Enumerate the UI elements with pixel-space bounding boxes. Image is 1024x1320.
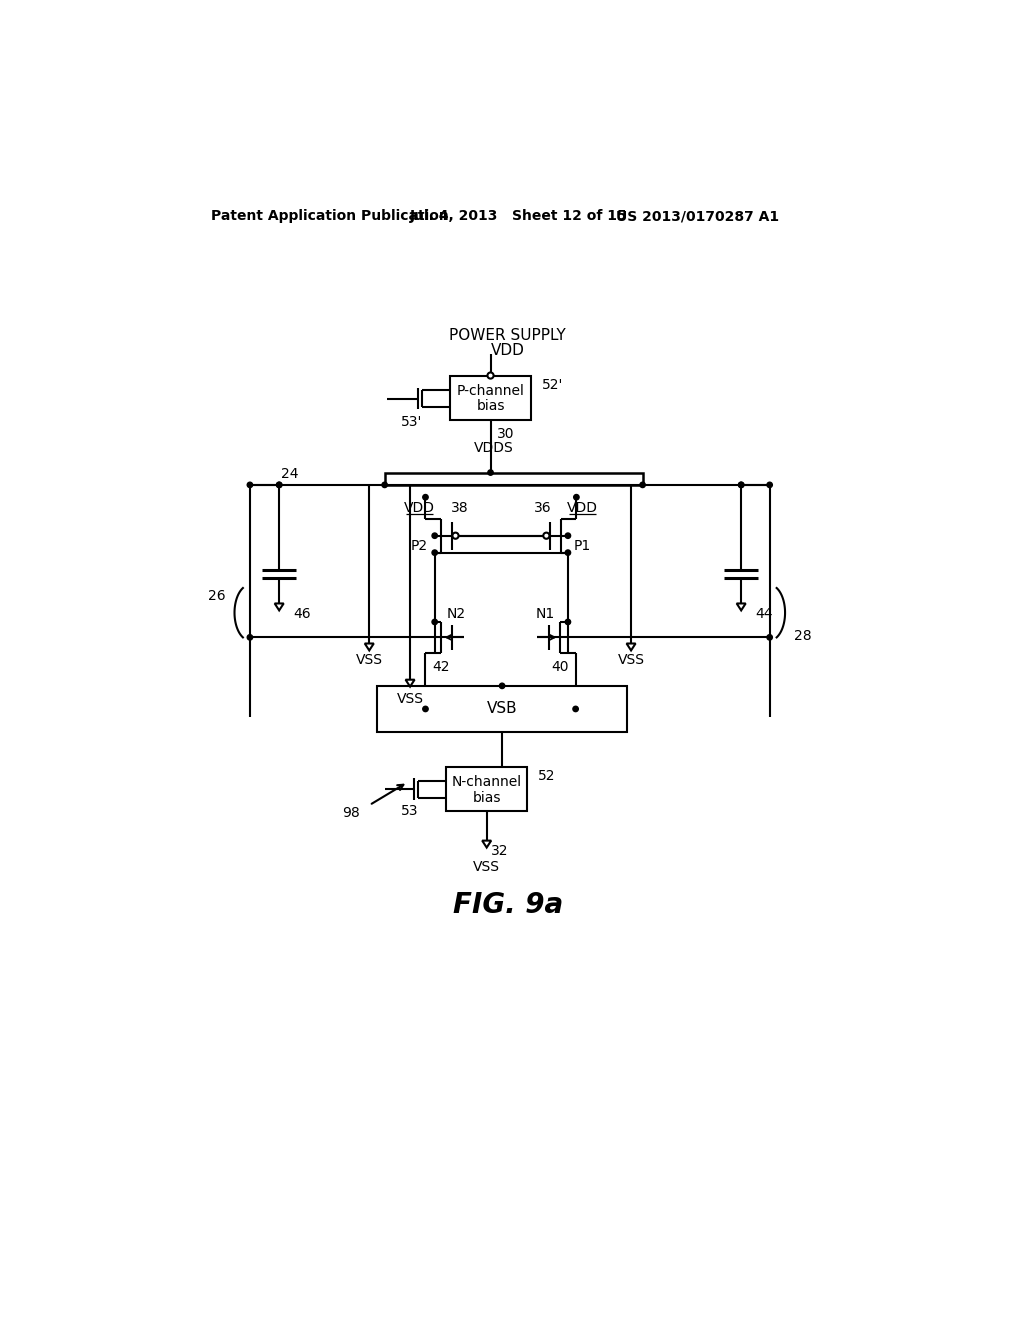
Text: VSB: VSB (486, 701, 517, 717)
Text: 53: 53 (400, 804, 418, 817)
Text: 24: 24 (281, 467, 298, 480)
Text: 53': 53' (401, 414, 422, 429)
Circle shape (487, 470, 494, 475)
Polygon shape (736, 603, 745, 610)
Text: 98: 98 (342, 807, 360, 820)
Text: bias: bias (476, 400, 505, 413)
Circle shape (573, 495, 580, 500)
Text: Patent Application Publication: Patent Application Publication (211, 209, 450, 223)
Text: VSS: VSS (473, 859, 500, 874)
Circle shape (423, 495, 428, 500)
Text: VDDS: VDDS (473, 441, 513, 455)
Text: 52': 52' (542, 378, 563, 392)
Polygon shape (365, 644, 374, 651)
Text: Jul. 4, 2013   Sheet 12 of 15: Jul. 4, 2013 Sheet 12 of 15 (410, 209, 628, 223)
Text: 40: 40 (552, 660, 569, 673)
Circle shape (565, 550, 570, 556)
Text: US 2013/0170287 A1: US 2013/0170287 A1 (615, 209, 779, 223)
Text: VDD: VDD (403, 502, 435, 515)
Circle shape (432, 550, 437, 556)
Text: VSS: VSS (355, 653, 383, 668)
Circle shape (382, 482, 387, 487)
Circle shape (544, 532, 550, 539)
Circle shape (640, 482, 645, 487)
Circle shape (487, 372, 494, 379)
Polygon shape (274, 603, 284, 610)
Circle shape (565, 619, 570, 624)
Circle shape (565, 533, 570, 539)
Text: FIG. 9a: FIG. 9a (453, 891, 563, 919)
Circle shape (453, 532, 459, 539)
Text: P1: P1 (573, 540, 591, 553)
Text: 26: 26 (208, 589, 225, 603)
Text: VDD: VDD (490, 343, 524, 359)
Text: N1: N1 (536, 607, 554, 622)
Text: P2: P2 (411, 540, 428, 553)
Circle shape (432, 619, 437, 624)
Circle shape (738, 482, 743, 487)
Text: P-channel: P-channel (457, 384, 524, 397)
Text: 28: 28 (795, 628, 812, 643)
Text: VDD: VDD (567, 502, 598, 515)
Circle shape (432, 533, 437, 539)
Text: VSS: VSS (396, 692, 424, 706)
Text: 32: 32 (492, 845, 509, 858)
Text: 46: 46 (293, 607, 310, 622)
Circle shape (767, 482, 772, 487)
Text: 30: 30 (497, 428, 514, 441)
Circle shape (767, 635, 772, 640)
Text: 44: 44 (755, 607, 772, 622)
Circle shape (276, 482, 282, 487)
Text: POWER SUPPLY: POWER SUPPLY (450, 327, 566, 343)
Bar (385, 473, 643, 484)
Text: 36: 36 (534, 502, 551, 515)
Text: N2: N2 (446, 607, 466, 622)
Bar (446, 767, 527, 812)
Text: VSS: VSS (617, 653, 644, 668)
Bar (377, 686, 628, 733)
Polygon shape (482, 841, 492, 847)
Text: bias: bias (472, 791, 501, 804)
Circle shape (247, 635, 253, 640)
Text: 38: 38 (451, 502, 468, 515)
Bar (451, 376, 531, 420)
Text: 52: 52 (538, 770, 555, 783)
Circle shape (276, 482, 282, 487)
Circle shape (423, 706, 428, 711)
Text: N-channel: N-channel (452, 775, 522, 789)
Circle shape (738, 482, 743, 487)
Polygon shape (627, 644, 636, 651)
Circle shape (247, 482, 253, 487)
Circle shape (572, 706, 579, 711)
Circle shape (500, 684, 505, 689)
Polygon shape (406, 680, 415, 686)
Text: 42: 42 (432, 660, 450, 673)
